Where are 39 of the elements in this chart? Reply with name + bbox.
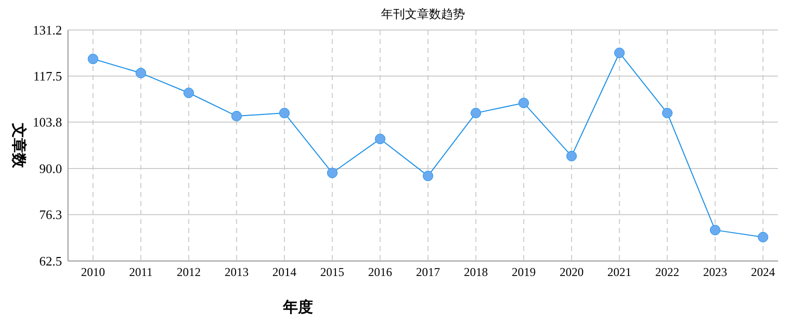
point [710, 224, 720, 236]
point [183, 88, 194, 98]
x-axis-title: 年度 [282, 298, 313, 316]
x-tick-label: 2019 [512, 265, 536, 279]
x-tick-label: 2014 [272, 265, 296, 279]
x-tick-label: 2022 [655, 265, 680, 279]
x-tick-label: 2018 [464, 265, 488, 279]
point [422, 170, 434, 182]
point [758, 232, 768, 242]
point [374, 134, 386, 144]
x-tick-label: 2012 [176, 265, 201, 279]
x-tick-label: 2021 [607, 265, 632, 279]
chart-title: 年刊文章数趋势 [381, 7, 465, 21]
y-tick-label: 103.8 [32, 114, 62, 130]
point [136, 68, 146, 78]
point [518, 98, 529, 108]
x-tick-label: 2024 [751, 265, 775, 279]
y-tick-label: 76.3 [39, 207, 62, 222]
x-tick-label: 2013 [224, 265, 249, 279]
point [614, 48, 625, 58]
point [662, 108, 673, 118]
x-tick-label: 2010 [81, 265, 105, 279]
point [279, 108, 290, 118]
x-tick-label: 2017 [416, 265, 440, 279]
x-tick-label: 2016 [368, 265, 392, 279]
point [470, 108, 482, 118]
y-tick-label: 131.2 [32, 22, 62, 38]
point [231, 110, 242, 122]
x-tick-label: 2011 [129, 265, 153, 279]
point [88, 54, 98, 64]
y-tick-label: 90.0 [39, 161, 62, 176]
y-axis-title: 文章数 [10, 122, 28, 169]
x-tick-label: 2023 [703, 265, 728, 279]
x-tick-label: 2015 [320, 265, 344, 279]
point [327, 168, 338, 178]
x-tick-label: 2020 [560, 265, 584, 279]
y-tick-label: 117.5 [33, 68, 62, 84]
point [566, 150, 577, 162]
y-tick-label: 62.5 [39, 254, 62, 269]
